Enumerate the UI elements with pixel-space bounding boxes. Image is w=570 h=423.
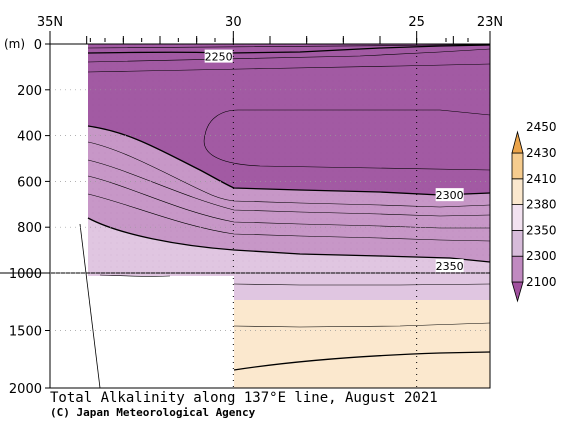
colorbar-swatch [511,255,524,283]
colorbar-swatch [511,130,524,154]
colorbar-label: 2100 [526,275,557,289]
contour-line [87,125,490,196]
y-tick-label: 200 [17,84,42,99]
contour-label-box [204,49,233,63]
colorbar-swatch [511,229,524,257]
contour-line [233,351,490,371]
colorbar-label: 2430 [526,146,557,160]
y-unit-label: (m) [4,37,25,51]
colorbar-swatch [511,178,524,206]
x-tick-label: 25 [408,15,425,30]
y-tick-label: 800 [17,221,42,236]
contour-line-closed [203,109,490,171]
colorbar-swatch [511,204,524,231]
contour-line [233,322,490,328]
chart-title: Total Alkalinity along 137°E line, Augus… [50,390,438,406]
contour-label: 2350 [436,260,464,273]
contour-label-box [435,259,464,273]
region-2380-2410 [234,300,490,388]
x-axis-ticks: 30 25 [225,15,425,388]
x-tick-label: 30 [225,15,242,30]
contour-line [87,175,490,229]
contour-line [87,159,490,217]
y-tick-label: 0 [34,38,42,53]
x-label-left: 35N [37,15,63,30]
colorbar-label: 2350 [526,223,557,237]
contour-line [87,44,490,49]
x-label-right: 23N [477,15,503,30]
contour-line [87,217,490,263]
bottom-topography-line [79,223,101,389]
y-axis-ticks: 0 200 400 600 800 1000 1500 2000 [9,38,490,397]
colorbar-label: 2380 [526,198,557,212]
contour-line [87,141,490,208]
contour-label: 2250 [205,51,233,64]
y-tick-label: 1000 [9,267,42,282]
y-tick-label: 2000 [9,382,42,397]
colorbar-swatch [511,152,524,180]
station-ticks [49,31,491,44]
filled-regions [88,44,490,388]
contour-line [87,193,490,242]
colorbar-label: 2450 [526,120,557,134]
credit-text: (C) Japan Meteorological Agency [50,406,256,419]
contour-line [99,274,171,277]
y-tick-label: 600 [17,175,42,190]
contour-label-box [435,188,464,202]
contour-label: 2300 [436,189,464,202]
contour-line [233,283,490,286]
colorbar-label: 2300 [526,249,557,263]
contour-lines [87,44,490,371]
y-tick-label: 400 [17,130,42,145]
colorbar-swatch [511,281,524,303]
contour-labels: 2250 2300 2350 [204,49,464,273]
contour-line [87,44,490,54]
colorbar: 2100 2300 2350 2380 2410 2430 2450 [511,120,557,303]
colorbar-label: 2410 [526,172,557,186]
y-tick-label: 1500 [9,325,42,340]
contour-line [87,63,490,73]
